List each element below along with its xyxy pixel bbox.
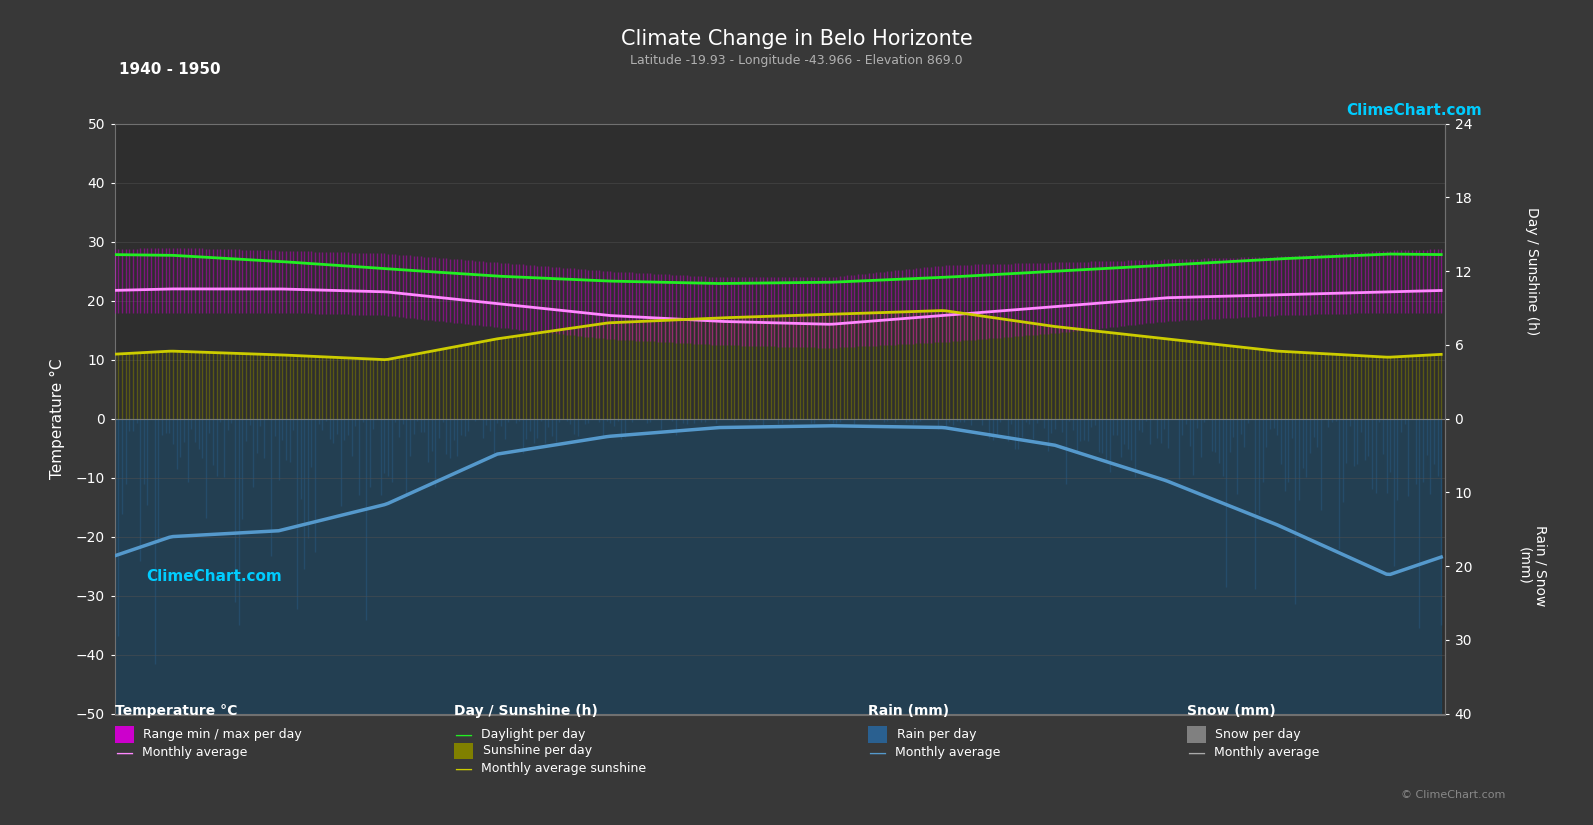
Text: —: — bbox=[454, 725, 472, 743]
Text: Temperature °C: Temperature °C bbox=[115, 705, 237, 719]
Text: ClimeChart.com: ClimeChart.com bbox=[1346, 103, 1481, 118]
Text: Monthly average: Monthly average bbox=[1214, 746, 1319, 759]
Text: Day / Sunshine (h): Day / Sunshine (h) bbox=[1526, 207, 1539, 335]
Text: ClimeChart.com: ClimeChart.com bbox=[147, 569, 282, 584]
Text: Day / Sunshine (h): Day / Sunshine (h) bbox=[454, 705, 597, 719]
Text: Monthly average sunshine: Monthly average sunshine bbox=[481, 762, 647, 776]
Text: —: — bbox=[868, 743, 886, 761]
Text: Snow (mm): Snow (mm) bbox=[1187, 705, 1276, 719]
Text: Climate Change in Belo Horizonte: Climate Change in Belo Horizonte bbox=[621, 29, 972, 49]
Text: —: — bbox=[115, 743, 132, 761]
Text: Rain per day: Rain per day bbox=[897, 728, 977, 741]
Text: —: — bbox=[454, 760, 472, 778]
Text: Rain (mm): Rain (mm) bbox=[868, 705, 949, 719]
Text: Sunshine per day: Sunshine per day bbox=[483, 744, 593, 757]
Text: Rain / Snow
(mm): Rain / Snow (mm) bbox=[1518, 526, 1547, 607]
Text: Range min / max per day: Range min / max per day bbox=[143, 728, 303, 741]
Text: Daylight per day: Daylight per day bbox=[481, 728, 586, 741]
Text: Monthly average: Monthly average bbox=[142, 746, 247, 759]
Text: —: — bbox=[1187, 743, 1204, 761]
Text: Snow per day: Snow per day bbox=[1215, 728, 1301, 741]
Text: Monthly average: Monthly average bbox=[895, 746, 1000, 759]
Text: Latitude -19.93 - Longitude -43.966 - Elevation 869.0: Latitude -19.93 - Longitude -43.966 - El… bbox=[631, 54, 962, 67]
Text: © ClimeChart.com: © ClimeChart.com bbox=[1400, 790, 1505, 800]
Y-axis label: Temperature °C: Temperature °C bbox=[49, 358, 65, 479]
Text: 1940 - 1950: 1940 - 1950 bbox=[119, 62, 221, 77]
